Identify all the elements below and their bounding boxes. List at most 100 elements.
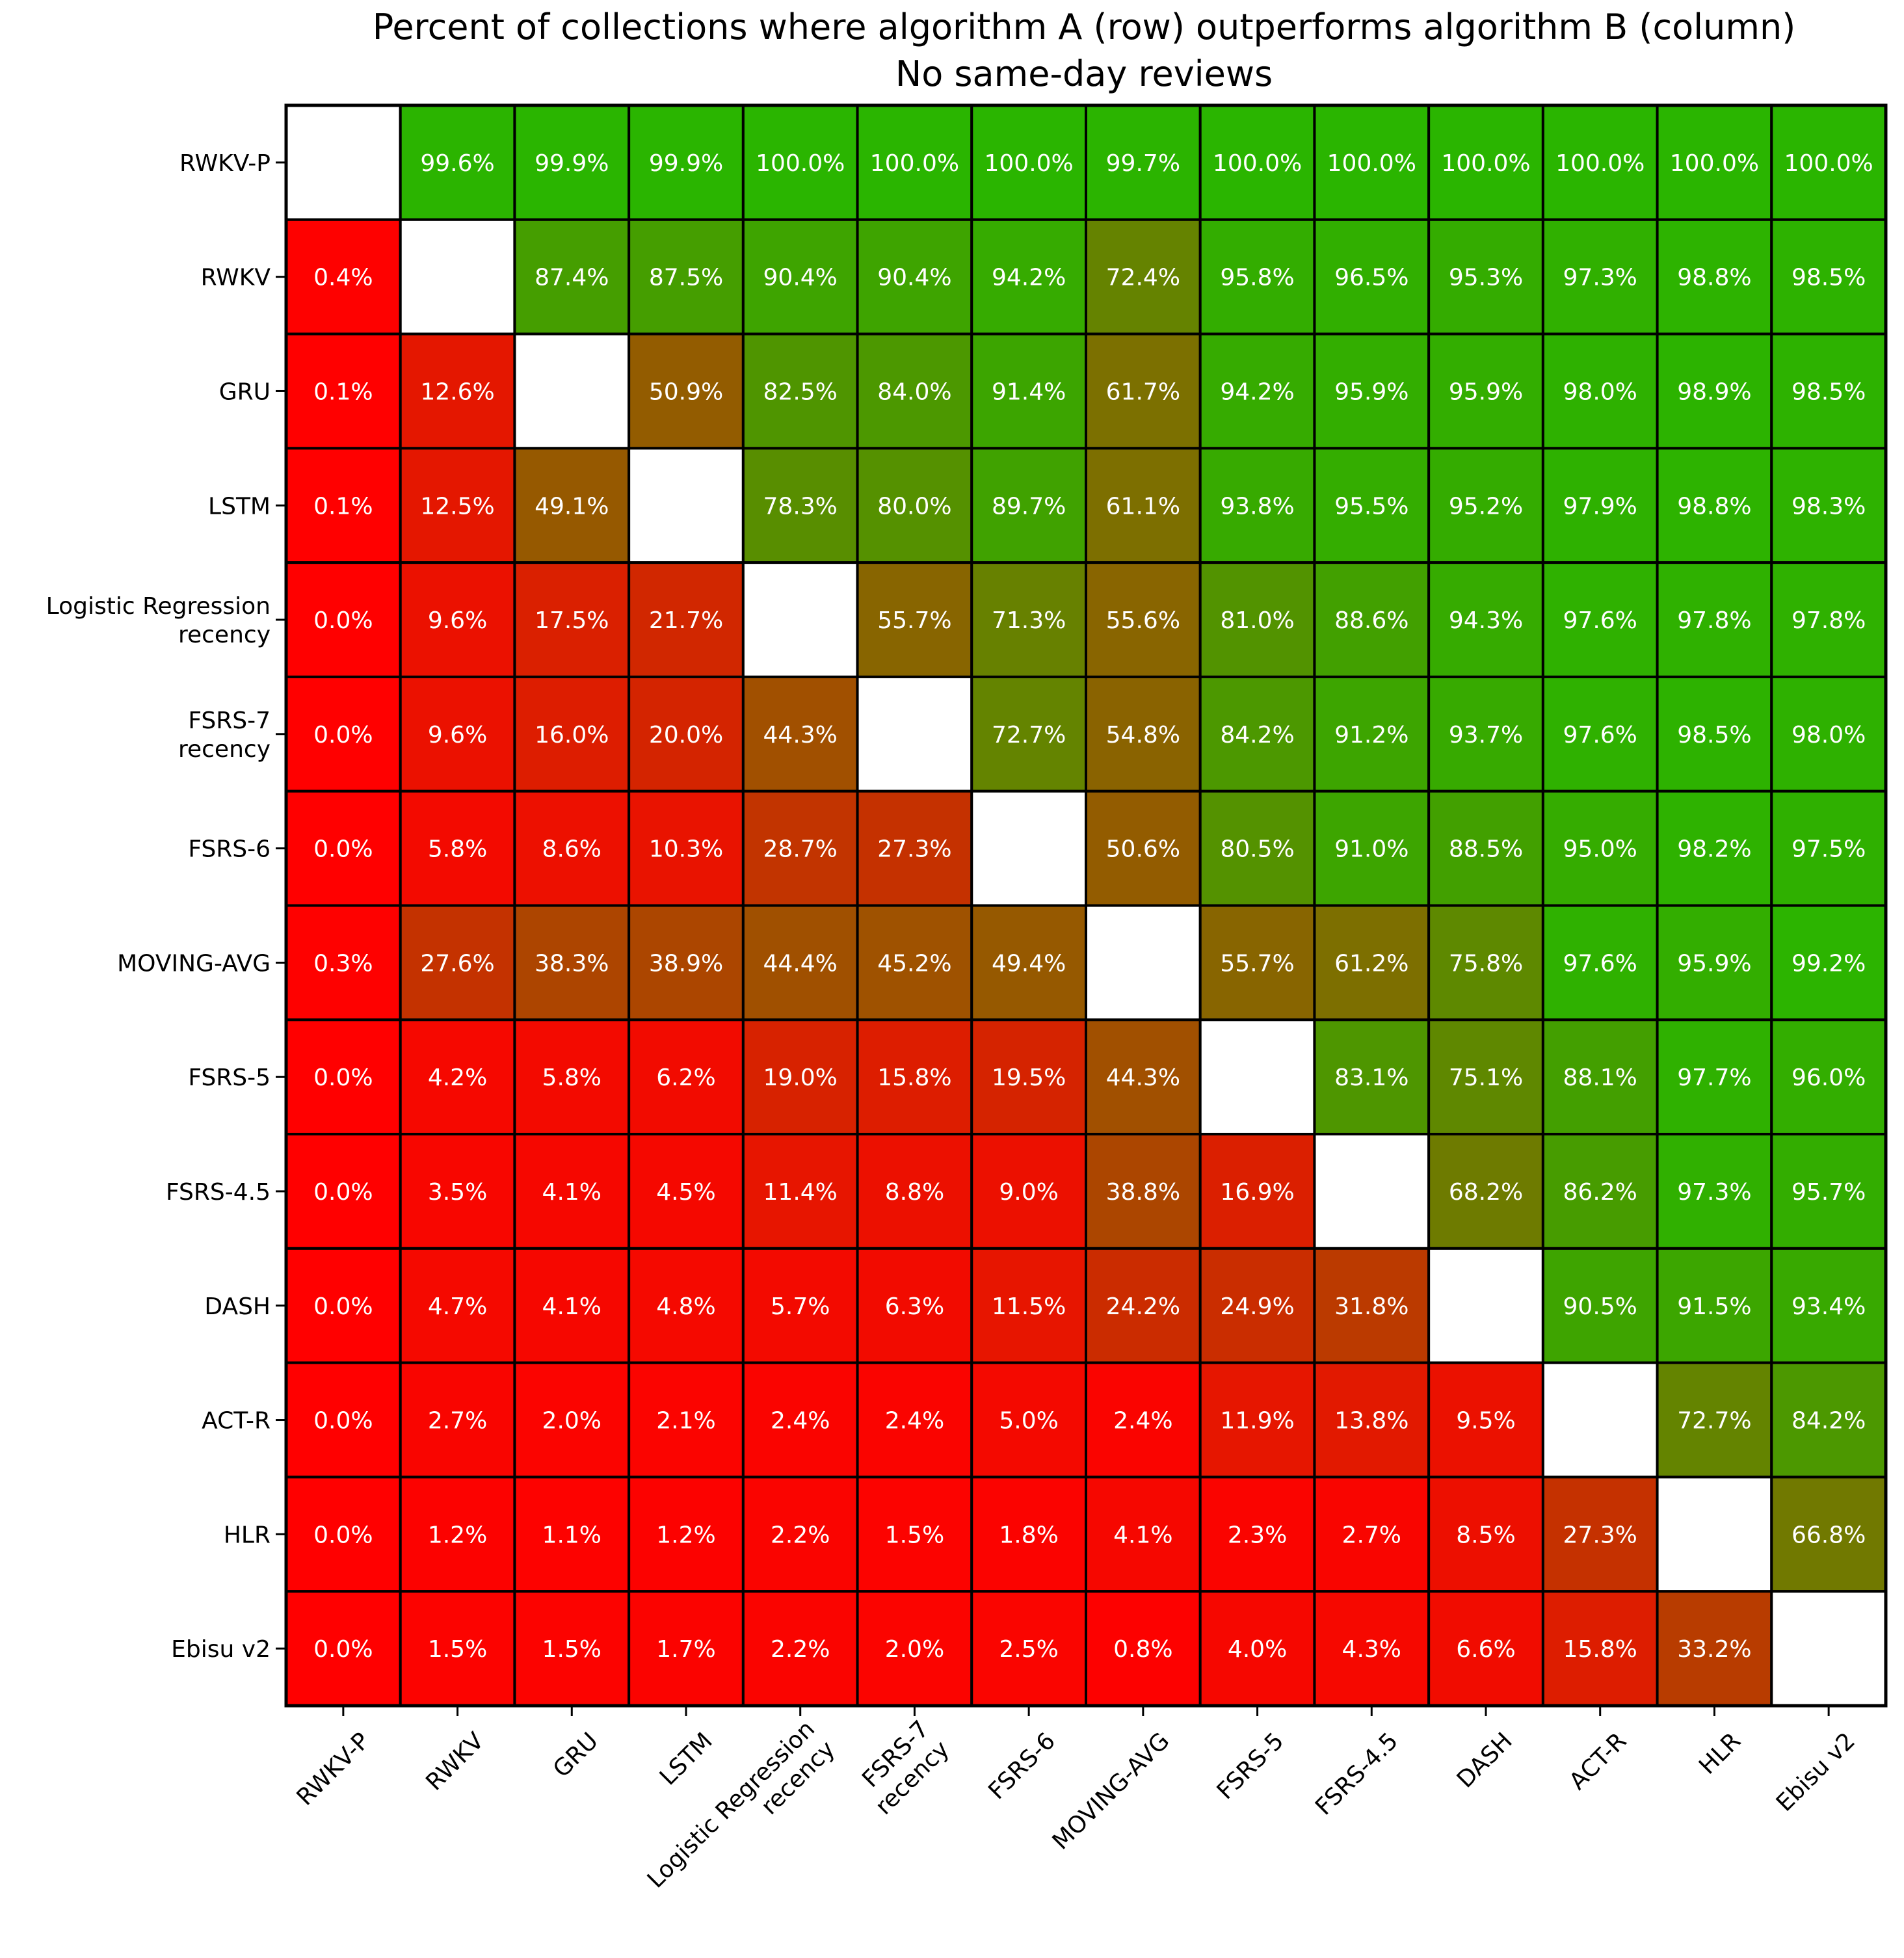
cell-value-label: 5.0%: [999, 1408, 1058, 1435]
heatmap-cell: [628, 1133, 745, 1250]
cell-value-label: 0.0%: [313, 722, 373, 748]
heatmap-cell: [1770, 332, 1887, 450]
heatmap-cell: [1085, 1247, 1202, 1364]
heatmap-cell: [1313, 1475, 1431, 1593]
heatmap-cell: [399, 104, 516, 221]
cell-value-label: 95.8%: [1220, 265, 1294, 291]
cell-value-label: 88.6%: [1334, 607, 1408, 634]
cell-value-label: 100.0%: [1784, 150, 1873, 177]
heatmap-cell: [1427, 447, 1544, 564]
heatmap-cell: [1427, 1133, 1544, 1250]
cell-value-label: 87.5%: [649, 265, 723, 291]
column-label: Logistic Regressionrecency: [642, 1715, 840, 1913]
cell-value-label: 100.0%: [1441, 150, 1530, 177]
cell-value-label: 31.8%: [1334, 1293, 1408, 1320]
heatmap-cell: [856, 789, 973, 907]
cell-value-label: 2.7%: [428, 1408, 487, 1435]
heatmap-cell: [970, 1361, 1088, 1479]
cell-value-label: 97.6%: [1563, 722, 1637, 748]
cell-value-label: 19.5%: [992, 1065, 1066, 1091]
row-label: MOVING-AVG: [117, 950, 271, 977]
cell-value-label: 90.4%: [877, 265, 951, 291]
cell-value-label: 11.9%: [1220, 1408, 1294, 1435]
heatmap-cell: [399, 332, 516, 450]
cell-value-label: 0.0%: [313, 1179, 373, 1206]
cell-value-label: 81.0%: [1220, 607, 1294, 634]
cell-value-label: 72.7%: [992, 722, 1066, 748]
heatmap-cell: [1198, 1133, 1316, 1250]
heatmap-cell: [1541, 447, 1659, 564]
row-labels: RWKV-P RWKV GRU LSTM Logistic Regression rece…: [46, 150, 286, 1663]
cell-value-label: 1.2%: [428, 1522, 487, 1548]
cell-value-label: 12.6%: [420, 378, 494, 405]
heatmap-cell: [285, 218, 402, 336]
cell-value-label: 98.5%: [1792, 265, 1866, 291]
row-label: Logistic Regression recency: [46, 593, 271, 648]
cell-value-label: 98.8%: [1677, 493, 1751, 520]
cell-value-label: 91.0%: [1334, 836, 1408, 863]
row-label: ACT-R: [202, 1408, 271, 1435]
cell-value-label: 68.2%: [1449, 1179, 1523, 1206]
cell-value-label: 4.2%: [428, 1065, 487, 1091]
heatmap-cell: [1541, 1590, 1659, 1708]
cell-value-label: 0.8%: [1113, 1636, 1172, 1663]
heatmap-cell: [1313, 447, 1431, 564]
heatmap-cell: [856, 675, 973, 793]
cell-value-label: 93.7%: [1449, 722, 1523, 748]
heatmap-cell: [285, 1133, 402, 1250]
heatmap-cell: [285, 789, 402, 907]
heatmap-cell: [1313, 789, 1431, 907]
cell-value-label: 2.4%: [885, 1408, 944, 1435]
cell-value-label: 98.5%: [1677, 722, 1751, 748]
cell-value-label: 98.5%: [1792, 378, 1866, 405]
cell-value-label: 97.5%: [1792, 836, 1866, 863]
heatmap-cell: [856, 218, 973, 336]
cell-value-label: 88.5%: [1449, 836, 1523, 863]
cell-value-label: 38.9%: [649, 950, 723, 977]
cell-value-label: 2.2%: [771, 1636, 830, 1663]
cell-value-label: 1.7%: [656, 1636, 715, 1663]
cell-value-label: 27.3%: [1563, 1522, 1637, 1548]
heatmap-cell: [1541, 904, 1659, 1022]
heatmap-cell: [1656, 104, 1773, 221]
cell-value-label: 86.2%: [1563, 1179, 1637, 1206]
heatmap-cell: [513, 561, 631, 678]
cell-value-label: 98.8%: [1677, 265, 1751, 291]
cell-value-label: 93.4%: [1792, 1293, 1866, 1320]
heatmap-cell: [741, 561, 859, 678]
cell-value-label: 78.3%: [763, 493, 838, 520]
heatmap-cell: [1541, 789, 1659, 907]
heatmap-cell: [399, 1133, 516, 1250]
cell-value-label: 89.7%: [992, 493, 1066, 520]
cell-value-label: 15.8%: [1563, 1636, 1637, 1663]
cell-value-label: 9.6%: [428, 722, 487, 748]
cell-value-label: 54.8%: [1106, 722, 1180, 748]
cell-value-label: 1.5%: [428, 1636, 487, 1663]
heatmap-cell-labels: 99.6% 99.9% 99.9% 100.0% 100.0% 100.0% 99.7% 10…: [313, 150, 1873, 1663]
cell-value-label: 19.0%: [763, 1065, 838, 1091]
cell-value-label: 0.0%: [313, 1636, 373, 1663]
heatmap-cell: [628, 1590, 745, 1708]
heatmap-cell: [1656, 1361, 1773, 1479]
cell-value-label: 2.4%: [771, 1408, 830, 1435]
cell-value-label: 38.8%: [1106, 1179, 1180, 1206]
cell-value-label: 100.0%: [985, 150, 1074, 177]
cell-value-label: 0.0%: [313, 607, 373, 634]
cell-value-label: 66.8%: [1792, 1522, 1866, 1548]
heatmap-cell: [1198, 218, 1316, 336]
cell-value-label: 98.3%: [1792, 493, 1866, 520]
heatmap-cell: [1656, 447, 1773, 564]
heatmap-cell: [628, 1475, 745, 1593]
cell-value-label: 11.4%: [763, 1179, 838, 1206]
column-label: FSRS-4.5: [1310, 1728, 1403, 1821]
heatmap-cell: [628, 1018, 745, 1136]
cell-value-label: 71.3%: [992, 607, 1066, 634]
heatmap-cell: [628, 789, 745, 907]
heatmap-cell: [741, 1133, 859, 1250]
cell-value-label: 4.8%: [656, 1293, 715, 1320]
cell-value-label: 8.6%: [542, 836, 602, 863]
row-label: DASH: [204, 1293, 271, 1320]
cell-value-label: 4.1%: [542, 1179, 602, 1206]
heatmap-cell: [1656, 1247, 1773, 1364]
